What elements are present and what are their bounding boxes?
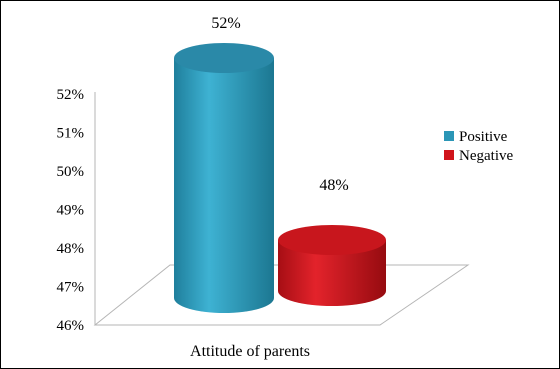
data-label-positive: 52% <box>211 15 240 32</box>
bar-negative <box>278 240 386 306</box>
y-axis-ticks: 46% 47% 48% 49% 50% 51% 52% <box>57 87 85 334</box>
y-tick-label: 46% <box>57 318 85 334</box>
bars <box>174 43 386 313</box>
y-tick-label: 50% <box>57 164 85 180</box>
legend-swatch-negative <box>444 150 454 160</box>
y-tick-label: 47% <box>57 280 85 296</box>
data-labels: 52% 48% <box>211 15 348 194</box>
chart-floor <box>93 264 470 326</box>
data-label-negative: 48% <box>319 177 348 194</box>
bar-top-positive <box>174 43 274 73</box>
y-tick-label: 49% <box>57 203 85 219</box>
y-tick-label: 48% <box>57 241 85 257</box>
legend-label-negative: Negative <box>459 148 513 164</box>
bar-top-negative <box>278 225 386 255</box>
legend-swatch-positive <box>444 131 454 141</box>
bar-positive <box>174 58 274 313</box>
legend: Positive Negative <box>444 129 513 164</box>
y-tick-label: 51% <box>57 126 85 142</box>
x-axis-label: Attitude of parents <box>190 343 310 360</box>
y-tick-label: 52% <box>57 87 85 103</box>
legend-label-positive: Positive <box>459 129 508 145</box>
